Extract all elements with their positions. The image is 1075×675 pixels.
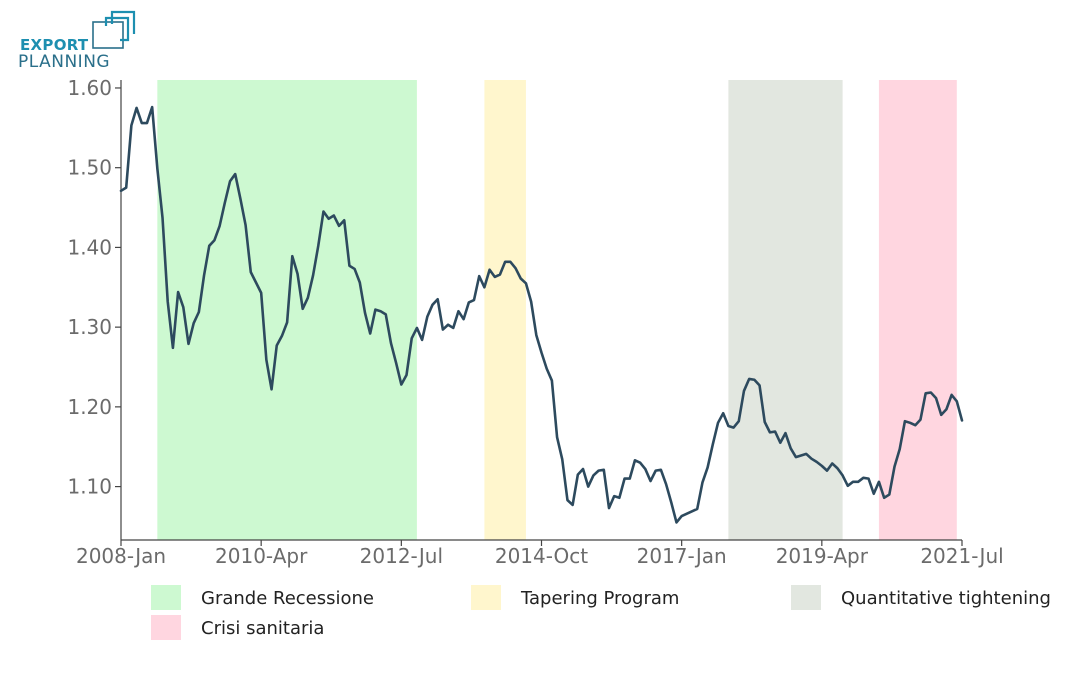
x-tick-label: 2012-Jul [360,544,443,568]
logo-text-planning: PLANNING [18,52,111,72]
y-tick-label: 1.20 [67,395,112,419]
period-band [484,80,526,540]
y-tick-label: 1.40 [67,235,112,259]
x-tick-label: 2014-Oct [495,544,588,568]
y-tick-label: 1.60 [67,76,112,100]
legend-swatch [791,585,821,610]
legend: Grande Recessione Tapering Program Quantit… [151,585,1051,640]
x-tick-label: 2010-Apr [215,544,308,568]
period-bands [157,80,957,540]
series-line-group [119,105,964,524]
logo-text-export: EXPORT [20,36,89,54]
legend-label: Grande Recessione [201,588,374,609]
legend-swatch [151,585,181,610]
y-tick-label: 1.10 [67,475,112,499]
period-band [728,80,843,540]
legend-swatch [471,585,501,610]
export-planning-logo: EXPORT PLANNING [18,8,148,74]
legend-label: Crisi sanitaria [201,618,324,639]
logo-mark-icon [92,10,136,49]
legend-label: Tapering Program [520,588,679,609]
series-line [119,105,964,524]
period-band [878,80,957,540]
x-tick-label: 2008-Jan [76,544,166,568]
x-tick-label: 2017-Jan [637,544,727,568]
legend-label: Quantitative tightening [841,588,1051,609]
x-tick-label: 2021-Jul [920,544,1003,568]
x-tick-label: 2019-Apr [776,544,869,568]
y-ticks: 1.10 1.20 1.30 1.40 1.50 1.60 [67,76,121,499]
legend-swatch [151,615,181,640]
y-tick-label: 1.50 [67,156,112,180]
y-tick-label: 1.30 [67,315,112,339]
x-ticks: 2008-Jan 2010-Apr 2012-Jul 2014-Oct 2017-Jan… [76,540,1004,568]
